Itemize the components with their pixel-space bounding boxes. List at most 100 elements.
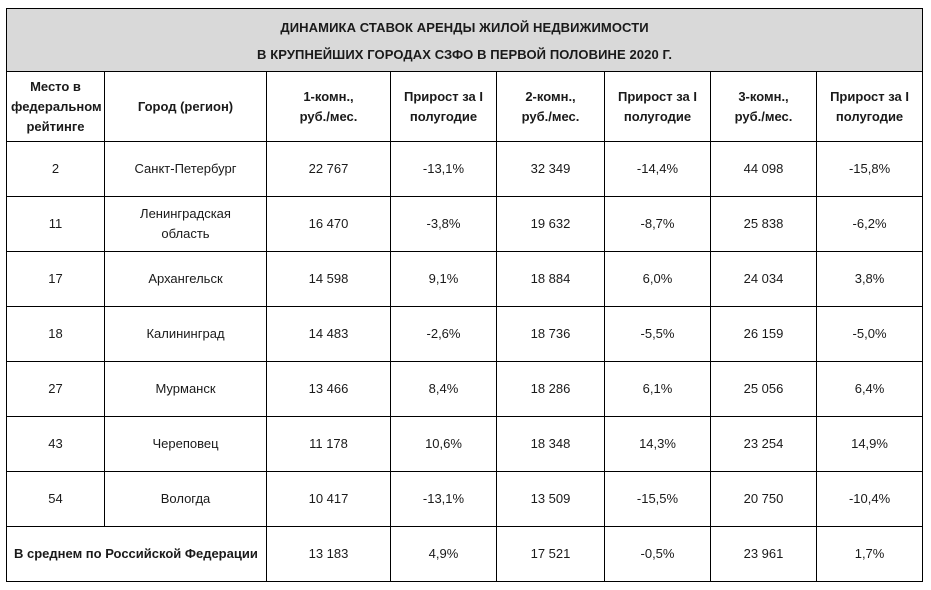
header-3-room-price: 3-комн., руб./мес. bbox=[710, 71, 817, 142]
price-1-room-cell: 14 483 bbox=[266, 306, 391, 362]
price-1-room-cell: 22 767 bbox=[266, 141, 391, 197]
header-city: Город (регион) bbox=[104, 71, 267, 142]
header-rank: Место в федеральном рейтинге bbox=[6, 71, 105, 142]
header-text-line: Город (регион) bbox=[137, 98, 234, 114]
city-name-line: Мурманск bbox=[155, 381, 216, 396]
city-cell: Архангельск bbox=[104, 251, 267, 307]
average-2-room-price: 17 521 bbox=[496, 526, 605, 582]
table-row: 11 Ленинградская область 16 470 -3,8% 19 632-… bbox=[6, 196, 924, 252]
city-name-line: Калининград bbox=[146, 326, 225, 341]
city-cell: Санкт-Петербург bbox=[104, 141, 267, 197]
growth-1-room-cell: -13,1% bbox=[390, 471, 497, 527]
header-text-line: Прирост за I bbox=[404, 88, 483, 104]
header-3-room-growth: Прирост за I полугодие bbox=[815, 71, 924, 142]
price-1-room-cell: 13 466 bbox=[266, 361, 391, 417]
average-1-room-price: 13 183 bbox=[266, 526, 391, 582]
header-text-line: полугодие bbox=[835, 108, 904, 124]
growth-2-room-cell: -8,7% bbox=[604, 196, 711, 252]
rank-cell: 54 bbox=[6, 471, 105, 527]
city-name-line: Череповец bbox=[152, 436, 219, 451]
city-cell: Вологда bbox=[104, 471, 267, 527]
growth-1-room-cell: -2,6% bbox=[390, 306, 497, 362]
price-1-room-cell: 11 178 bbox=[266, 416, 391, 472]
average-label: В среднем по Российской Федерации bbox=[6, 526, 267, 582]
average-1-room-growth: 4,9% bbox=[390, 526, 497, 582]
header-1-room-growth: Прирост за I полугодие bbox=[390, 71, 497, 142]
table-title-row: ДИНАМИКА СТАВОК АРЕНДЫ ЖИЛОЙ НЕДВИЖИМОСТ… bbox=[5, 8, 924, 72]
header-text-line: Место в bbox=[30, 78, 81, 94]
header-text-line: рейтинге bbox=[26, 118, 85, 134]
growth-3-room-cell: -6,2% bbox=[815, 196, 924, 252]
table-body: 2 Санкт-Петербург 22 767 -13,1% 32 349 -14,4%… bbox=[6, 141, 924, 527]
rank-cell: 11 bbox=[6, 196, 105, 252]
city-name-line: Вологда bbox=[160, 491, 211, 506]
price-3-room-cell: 25 838 bbox=[710, 196, 817, 252]
growth-2-room-cell: -14,4% bbox=[604, 141, 711, 197]
city-cell: Ленинградская область bbox=[104, 196, 267, 252]
growth-3-room-cell: -5,0% bbox=[815, 306, 924, 362]
header-text-line: Прирост за I bbox=[618, 88, 697, 104]
growth-2-room-cell: 6,1% bbox=[604, 361, 711, 417]
header-text-line: 2-комн., bbox=[525, 88, 576, 104]
rank-cell: 2 bbox=[6, 141, 105, 197]
rank-cell: 17 bbox=[6, 251, 105, 307]
growth-2-room-cell: -5,5% bbox=[604, 306, 711, 362]
price-2-room-cell: 18 348 bbox=[496, 416, 605, 472]
header-text-line: руб./мес. bbox=[521, 108, 580, 124]
title-line-2: В КРУПНЕЙШИХ ГОРОДАХ СЗФО В ПЕРВОЙ ПОЛОВ… bbox=[257, 46, 673, 62]
price-2-room-cell: 18 736 bbox=[496, 306, 605, 362]
table-row: 17 Архангельск 14 598 9,1% 18 884 6,0% 24 034 3… bbox=[6, 251, 924, 307]
header-text-line: руб./мес. bbox=[299, 108, 358, 124]
growth-3-room-cell: -15,8% bbox=[815, 141, 924, 197]
city-name-line: Санкт-Петербург bbox=[134, 161, 237, 176]
table-row: 27 Мурманск 13 466 8,4% 18 286 6,1% 25 056 6,4% bbox=[6, 361, 924, 417]
city-name-line: Архангельск bbox=[148, 271, 223, 286]
table-row: 2 Санкт-Петербург 22 767 -13,1% 32 349 -14,4%… bbox=[6, 141, 924, 197]
city-cell: Мурманск bbox=[104, 361, 267, 417]
price-2-room-cell: 19 632 bbox=[496, 196, 605, 252]
header-text-line: 3-комн., bbox=[738, 88, 789, 104]
header-1-room-price: 1-комн., руб./мес. bbox=[266, 71, 391, 142]
average-3-room-price: 23 961 bbox=[710, 526, 817, 582]
rent-dynamics-table: ДИНАМИКА СТАВОК АРЕНДЫ ЖИЛОЙ НЕДВИЖИМОСТ… bbox=[5, 8, 924, 582]
growth-1-room-cell: 9,1% bbox=[390, 251, 497, 307]
price-2-room-cell: 13 509 bbox=[496, 471, 605, 527]
growth-2-room-cell: 14,3% bbox=[604, 416, 711, 472]
price-1-room-cell: 10 417 bbox=[266, 471, 391, 527]
header-2-room-price: 2-комн., руб./мес. bbox=[496, 71, 605, 142]
growth-3-room-cell: -10,4% bbox=[815, 471, 924, 527]
average-2-room-growth: -0,5% bbox=[604, 526, 711, 582]
price-3-room-cell: 25 056 bbox=[710, 361, 817, 417]
price-1-room-cell: 16 470 bbox=[266, 196, 391, 252]
price-2-room-cell: 32 349 bbox=[496, 141, 605, 197]
table-row: 43 Череповец 11 178 10,6% 18 348 14,3% 23 254 1… bbox=[6, 416, 924, 472]
column-header-row: Место в федеральном рейтинге Город (регион… bbox=[6, 71, 924, 142]
growth-3-room-cell: 3,8% bbox=[815, 251, 924, 307]
growth-3-room-cell: 14,9% bbox=[815, 416, 924, 472]
price-2-room-cell: 18 884 bbox=[496, 251, 605, 307]
growth-1-room-cell: 8,4% bbox=[390, 361, 497, 417]
growth-1-room-cell: -13,1% bbox=[390, 141, 497, 197]
growth-1-room-cell: 10,6% bbox=[390, 416, 497, 472]
growth-3-room-cell: 6,4% bbox=[815, 361, 924, 417]
title-line-1: ДИНАМИКА СТАВОК АРЕНДЫ ЖИЛОЙ НЕДВИЖИМОСТ… bbox=[280, 19, 649, 35]
header-text-line: полугодие bbox=[409, 108, 478, 124]
table-row: 54 Вологда 10 417 -13,1% 13 509 -15,5% 20 750-… bbox=[6, 471, 924, 527]
table-row: 18 Калининград 14 483 -2,6% 18 736 -5,5% 26 15… bbox=[6, 306, 924, 362]
city-name-line: Ленинградская bbox=[140, 206, 231, 221]
header-text-line: руб./мес. bbox=[734, 108, 793, 124]
price-3-room-cell: 24 034 bbox=[710, 251, 817, 307]
header-2-room-growth: Прирост за I полугодие bbox=[604, 71, 711, 142]
rank-cell: 18 bbox=[6, 306, 105, 362]
header-text-line: 1-комн., bbox=[303, 88, 354, 104]
price-3-room-cell: 23 254 bbox=[710, 416, 817, 472]
header-text-line: полугодие bbox=[623, 108, 692, 124]
growth-2-room-cell: -15,5% bbox=[604, 471, 711, 527]
growth-2-room-cell: 6,0% bbox=[604, 251, 711, 307]
price-3-room-cell: 26 159 bbox=[710, 306, 817, 362]
city-cell: Череповец bbox=[104, 416, 267, 472]
rank-cell: 43 bbox=[6, 416, 105, 472]
rank-cell: 27 bbox=[6, 361, 105, 417]
price-3-room-cell: 20 750 bbox=[710, 471, 817, 527]
price-1-room-cell: 14 598 bbox=[266, 251, 391, 307]
